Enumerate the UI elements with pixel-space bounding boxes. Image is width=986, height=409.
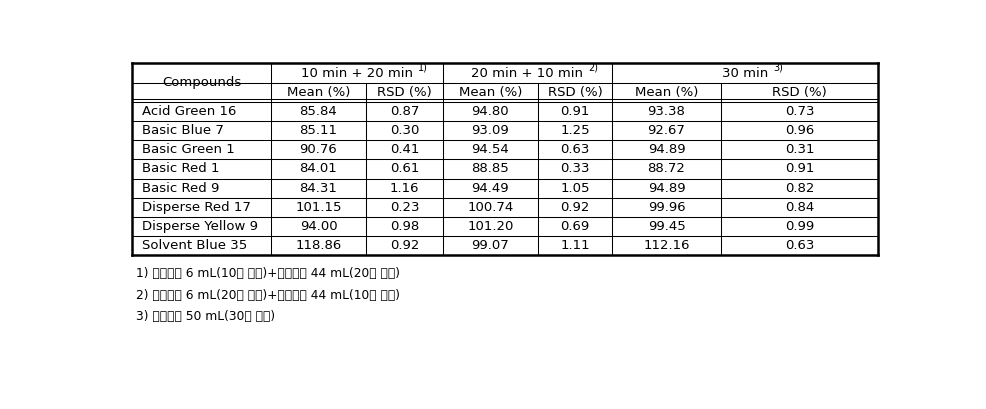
Text: 0.63: 0.63 — [785, 239, 814, 252]
Text: 85.11: 85.11 — [300, 124, 337, 137]
Text: 0.31: 0.31 — [785, 143, 814, 156]
Text: 0.99: 0.99 — [785, 220, 814, 233]
Text: 1.05: 1.05 — [560, 182, 590, 195]
Text: 93.38: 93.38 — [648, 105, 685, 118]
Text: Compounds: Compounds — [162, 76, 242, 89]
Text: Basic Green 1: Basic Green 1 — [142, 143, 235, 156]
Text: 0.23: 0.23 — [389, 201, 419, 214]
Text: 100.74: 100.74 — [467, 201, 514, 214]
Text: 3): 3) — [773, 63, 783, 73]
Text: 118.86: 118.86 — [296, 239, 341, 252]
Text: 2): 2) — [589, 63, 599, 73]
Text: 1.25: 1.25 — [560, 124, 590, 137]
Text: 0.63: 0.63 — [561, 143, 590, 156]
Text: 0.69: 0.69 — [561, 220, 590, 233]
Text: 0.33: 0.33 — [560, 162, 590, 175]
Text: 10 min + 20 min: 10 min + 20 min — [301, 67, 413, 80]
Text: 0.92: 0.92 — [389, 239, 419, 252]
Text: RSD (%): RSD (%) — [772, 86, 827, 99]
Text: 0.91: 0.91 — [785, 162, 814, 175]
Text: 94.00: 94.00 — [300, 220, 337, 233]
Text: Disperse Yellow 9: Disperse Yellow 9 — [142, 220, 257, 233]
Text: 1) 추출용매 6 mL(10분 추출)+추출용매 44 mL(20분 추출): 1) 추출용매 6 mL(10분 추출)+추출용매 44 mL(20분 추출) — [136, 267, 400, 280]
Text: Basic Red 9: Basic Red 9 — [142, 182, 219, 195]
Text: 94.54: 94.54 — [471, 143, 510, 156]
Text: 85.84: 85.84 — [300, 105, 337, 118]
Text: 3) 추출용매 50 mL(30분 추출): 3) 추출용매 50 mL(30분 추출) — [136, 310, 275, 323]
Text: 0.98: 0.98 — [389, 220, 419, 233]
Text: 2) 추출용매 6 mL(20분 추출)+추출용매 44 mL(10분 추출): 2) 추출용매 6 mL(20분 추출)+추출용매 44 mL(10분 추출) — [136, 289, 400, 302]
Text: 94.80: 94.80 — [471, 105, 509, 118]
Text: Mean (%): Mean (%) — [635, 86, 698, 99]
Text: RSD (%): RSD (%) — [548, 86, 602, 99]
Text: 88.85: 88.85 — [471, 162, 510, 175]
Text: 0.92: 0.92 — [561, 201, 590, 214]
Text: 99.07: 99.07 — [471, 239, 510, 252]
Text: 94.49: 94.49 — [471, 182, 509, 195]
Text: 0.91: 0.91 — [561, 105, 590, 118]
Text: 1.16: 1.16 — [389, 182, 419, 195]
Text: 99.45: 99.45 — [648, 220, 685, 233]
Text: 0.41: 0.41 — [389, 143, 419, 156]
Text: 0.73: 0.73 — [785, 105, 814, 118]
Text: 92.67: 92.67 — [648, 124, 685, 137]
Text: 0.96: 0.96 — [785, 124, 814, 137]
Text: 0.82: 0.82 — [785, 182, 814, 195]
Text: 0.61: 0.61 — [389, 162, 419, 175]
Text: Solvent Blue 35: Solvent Blue 35 — [142, 239, 246, 252]
Text: 20 min + 10 min: 20 min + 10 min — [471, 67, 584, 80]
Text: 84.31: 84.31 — [300, 182, 337, 195]
Text: Basic Red 1: Basic Red 1 — [142, 162, 219, 175]
Text: 99.96: 99.96 — [648, 201, 685, 214]
Text: 101.20: 101.20 — [467, 220, 514, 233]
Text: 94.89: 94.89 — [648, 182, 685, 195]
Text: Mean (%): Mean (%) — [458, 86, 523, 99]
Text: 1): 1) — [418, 63, 428, 73]
Text: 112.16: 112.16 — [643, 239, 690, 252]
Text: 88.72: 88.72 — [648, 162, 685, 175]
Text: 94.89: 94.89 — [648, 143, 685, 156]
Text: 0.84: 0.84 — [785, 201, 814, 214]
Text: 90.76: 90.76 — [300, 143, 337, 156]
Text: 30 min: 30 min — [722, 67, 768, 80]
Text: 0.87: 0.87 — [389, 105, 419, 118]
Text: 84.01: 84.01 — [300, 162, 337, 175]
Text: 0.30: 0.30 — [389, 124, 419, 137]
Text: 101.15: 101.15 — [295, 201, 342, 214]
Text: Disperse Red 17: Disperse Red 17 — [142, 201, 250, 214]
Text: RSD (%): RSD (%) — [377, 86, 432, 99]
Text: Acid Green 16: Acid Green 16 — [142, 105, 236, 118]
Text: 1.11: 1.11 — [560, 239, 590, 252]
Text: Basic Blue 7: Basic Blue 7 — [142, 124, 224, 137]
Text: 93.09: 93.09 — [471, 124, 510, 137]
Text: Mean (%): Mean (%) — [287, 86, 350, 99]
